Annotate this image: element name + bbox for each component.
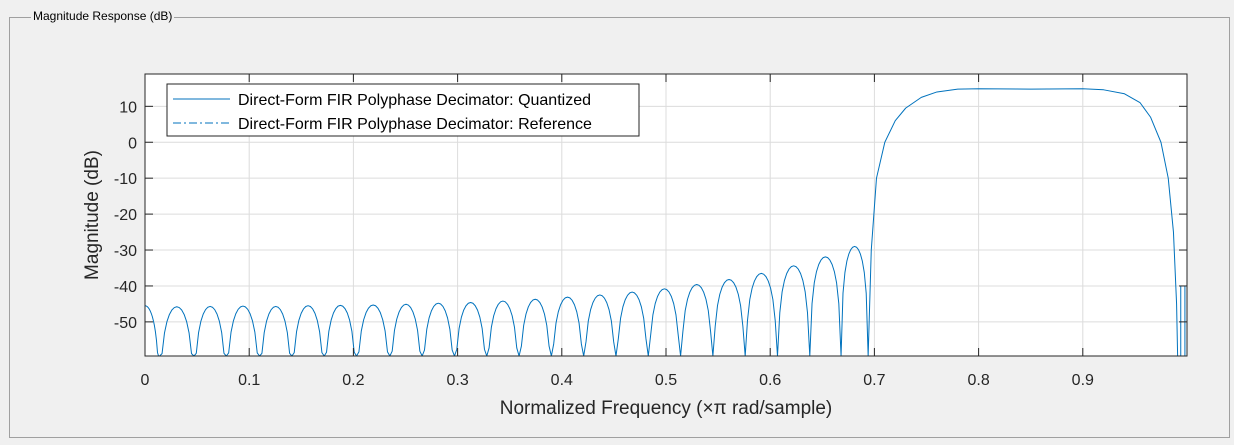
grid-lines <box>144 74 1187 356</box>
y-tick-label: 10 <box>119 99 137 116</box>
y-tick-label: -50 <box>114 315 137 332</box>
y-tick-label: -20 <box>114 207 137 224</box>
y-tick-label: -40 <box>114 279 137 296</box>
x-tick-label: 0.6 <box>759 372 781 389</box>
legend-box <box>166 83 640 137</box>
panel-frame <box>9 17 1230 438</box>
y-tick-label: -10 <box>114 171 137 188</box>
legend-label-quantized: Direct-Form FIR Polyphase Decimator: Qua… <box>238 92 591 109</box>
x-tick-label: 0.1 <box>238 372 260 389</box>
response-line-quantized <box>144 88 1179 357</box>
x-tick-label: 0.9 <box>1072 372 1094 389</box>
x-tick-label: 0.7 <box>863 372 885 389</box>
x-tick-label: 0 <box>141 372 150 389</box>
x-tick-label: 0.4 <box>551 372 573 389</box>
x-axis-title: Normalized Frequency (×π rad/sample) <box>500 398 833 419</box>
y-axis-title: Magnitude (dB) <box>82 150 103 280</box>
x-tick-label: 0.5 <box>655 372 677 389</box>
legend-label-reference: Direct-Form FIR Polyphase Decimator: Ref… <box>238 116 592 133</box>
y-tick-label: -30 <box>114 243 137 260</box>
panel-title: Magnitude Response (dB) <box>31 9 175 24</box>
x-tick-label: 0.2 <box>342 372 364 389</box>
x-tick-label: 0.3 <box>446 372 468 389</box>
legend: Direct-Form FIR Polyphase Decimator: Qua… <box>166 83 640 137</box>
axis-ticks: 0 0.1 0.2 0.3 0.4 0.5 0.6 0.7 0.8 0.9 10 0 -10 -20 -30… <box>114 74 1187 389</box>
x-tick-label: 0.8 <box>967 372 989 389</box>
y-tick-label: 0 <box>128 135 137 152</box>
